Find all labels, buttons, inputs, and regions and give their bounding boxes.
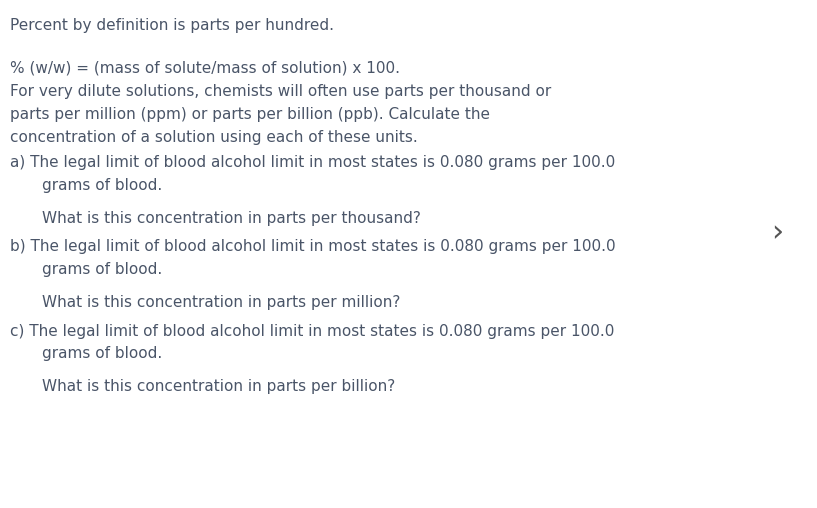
Text: b) The legal limit of blood alcohol limit in most states is 0.080 grams per 100.: b) The legal limit of blood alcohol limi… bbox=[10, 239, 615, 254]
Text: parts per million (ppm) or parts per billion (ppb). Calculate the: parts per million (ppm) or parts per bil… bbox=[10, 107, 490, 122]
Text: ›: › bbox=[771, 218, 783, 247]
Text: grams of blood.: grams of blood. bbox=[42, 262, 163, 277]
Text: Percent by definition is parts per hundred.: Percent by definition is parts per hundr… bbox=[10, 18, 334, 33]
Text: For very dilute solutions, chemists will often use parts per thousand or: For very dilute solutions, chemists will… bbox=[10, 84, 551, 99]
Text: What is this concentration in parts per million?: What is this concentration in parts per … bbox=[42, 295, 401, 310]
Text: What is this concentration in parts per billion?: What is this concentration in parts per … bbox=[42, 379, 395, 395]
Text: What is this concentration in parts per thousand?: What is this concentration in parts per … bbox=[42, 211, 422, 226]
Text: grams of blood.: grams of blood. bbox=[42, 346, 163, 362]
Text: % (w/w) = (mass of solute/mass of solution) x 100.: % (w/w) = (mass of solute/mass of soluti… bbox=[10, 61, 400, 76]
Text: concentration of a solution using each of these units.: concentration of a solution using each o… bbox=[10, 130, 417, 145]
Text: a) The legal limit of blood alcohol limit in most states is 0.080 grams per 100.: a) The legal limit of blood alcohol limi… bbox=[10, 155, 615, 170]
Text: grams of blood.: grams of blood. bbox=[42, 178, 163, 193]
Text: c) The legal limit of blood alcohol limit in most states is 0.080 grams per 100.: c) The legal limit of blood alcohol limi… bbox=[10, 324, 614, 339]
